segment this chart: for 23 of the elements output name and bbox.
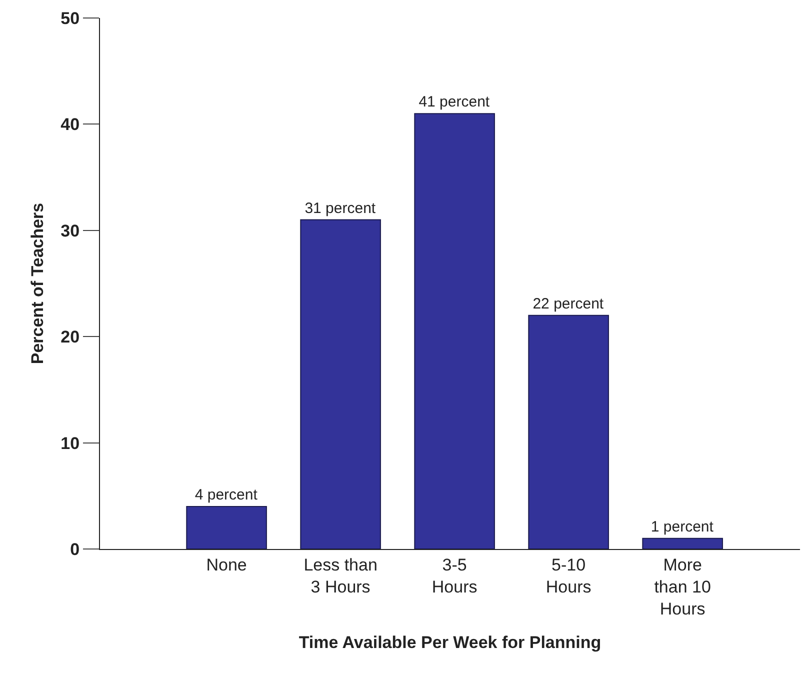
bar xyxy=(186,506,267,549)
y-tick-label: 0 xyxy=(70,540,80,559)
y-tick-label: 40 xyxy=(60,115,80,134)
data-label: 4 percent xyxy=(194,486,258,504)
x-tick-label: Less than 3 Hours xyxy=(304,555,378,596)
data-label: 41 percent xyxy=(418,94,490,111)
bar xyxy=(528,314,609,549)
bar xyxy=(642,538,723,549)
x-tick-label: More than 10 Hours xyxy=(654,555,711,619)
x-tick-label: 5-10 Hours xyxy=(546,555,592,596)
y-tick-label: 30 xyxy=(60,221,80,240)
bar xyxy=(414,113,495,549)
bar xyxy=(300,219,381,549)
x-axis-title: Time Available Per Week for Planning xyxy=(298,633,602,652)
data-label: 1 percent xyxy=(650,518,714,536)
y-tick-label: 50 xyxy=(60,8,80,28)
y-axis-title: Percent of Teachers xyxy=(28,202,48,364)
y-tick-label: 20 xyxy=(60,328,80,347)
y-tick-label: 10 xyxy=(60,434,80,453)
x-tick-label: None xyxy=(206,555,247,574)
x-tick-label: 3-5 Hours xyxy=(432,555,478,596)
data-label: 31 percent xyxy=(304,200,376,217)
data-label: 22 percent xyxy=(532,295,604,312)
